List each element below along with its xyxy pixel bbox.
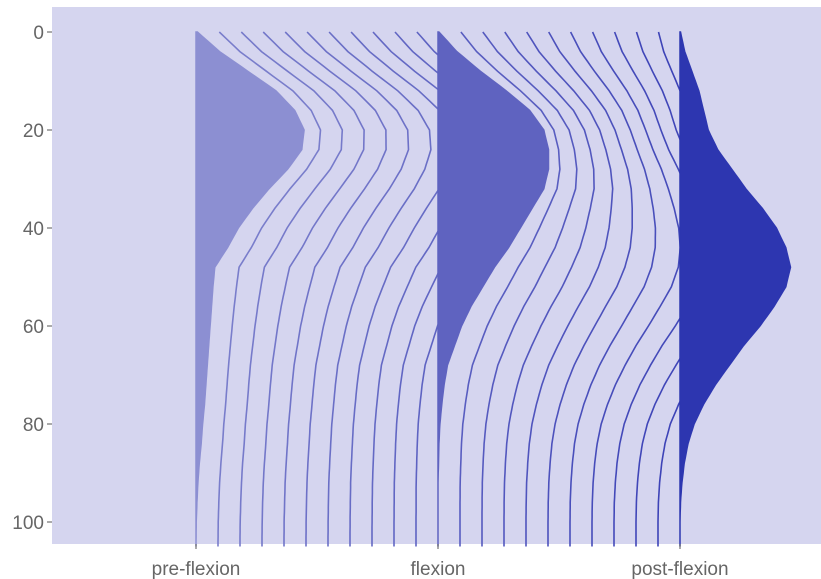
interpolation-line: [525, 31, 614, 547]
interpolation-line: [283, 31, 387, 547]
interpolation-line: [239, 31, 344, 547]
interpolation-line: [481, 31, 578, 547]
interpolation-line: [591, 31, 682, 547]
interpolation-line: [217, 31, 322, 547]
y-tick-label: 40: [23, 219, 44, 240]
y-tick-label: 80: [23, 415, 44, 436]
interpolation-line: [503, 31, 595, 547]
y-tick-label: 0: [33, 23, 44, 44]
interpolation-line: [261, 31, 365, 547]
density-area-pre-flexion: [195, 31, 305, 547]
density-area-flexion: [437, 31, 550, 547]
x-tick-label-post-flexion: post-flexion: [631, 559, 728, 579]
interpolation-line: [327, 31, 432, 547]
y-axis: 0 20 40 60 80 100: [12, 23, 52, 534]
interpolation-line: [547, 31, 633, 547]
density-area-post-flexion: [679, 31, 792, 547]
y-tick-label: 20: [23, 121, 44, 142]
interpolation-line: [305, 31, 410, 547]
x-axis: pre-flexion flexion post-flexion: [152, 544, 729, 579]
x-tick-label-flexion: flexion: [411, 559, 466, 579]
density-areas: [195, 31, 792, 547]
y-tick-label: 100: [12, 513, 44, 534]
y-tick-label: 60: [23, 317, 44, 338]
x-tick-label-pre-flexion: pre-flexion: [152, 559, 241, 579]
interpolation-line: [459, 31, 561, 547]
interpolation-line: [569, 31, 657, 547]
